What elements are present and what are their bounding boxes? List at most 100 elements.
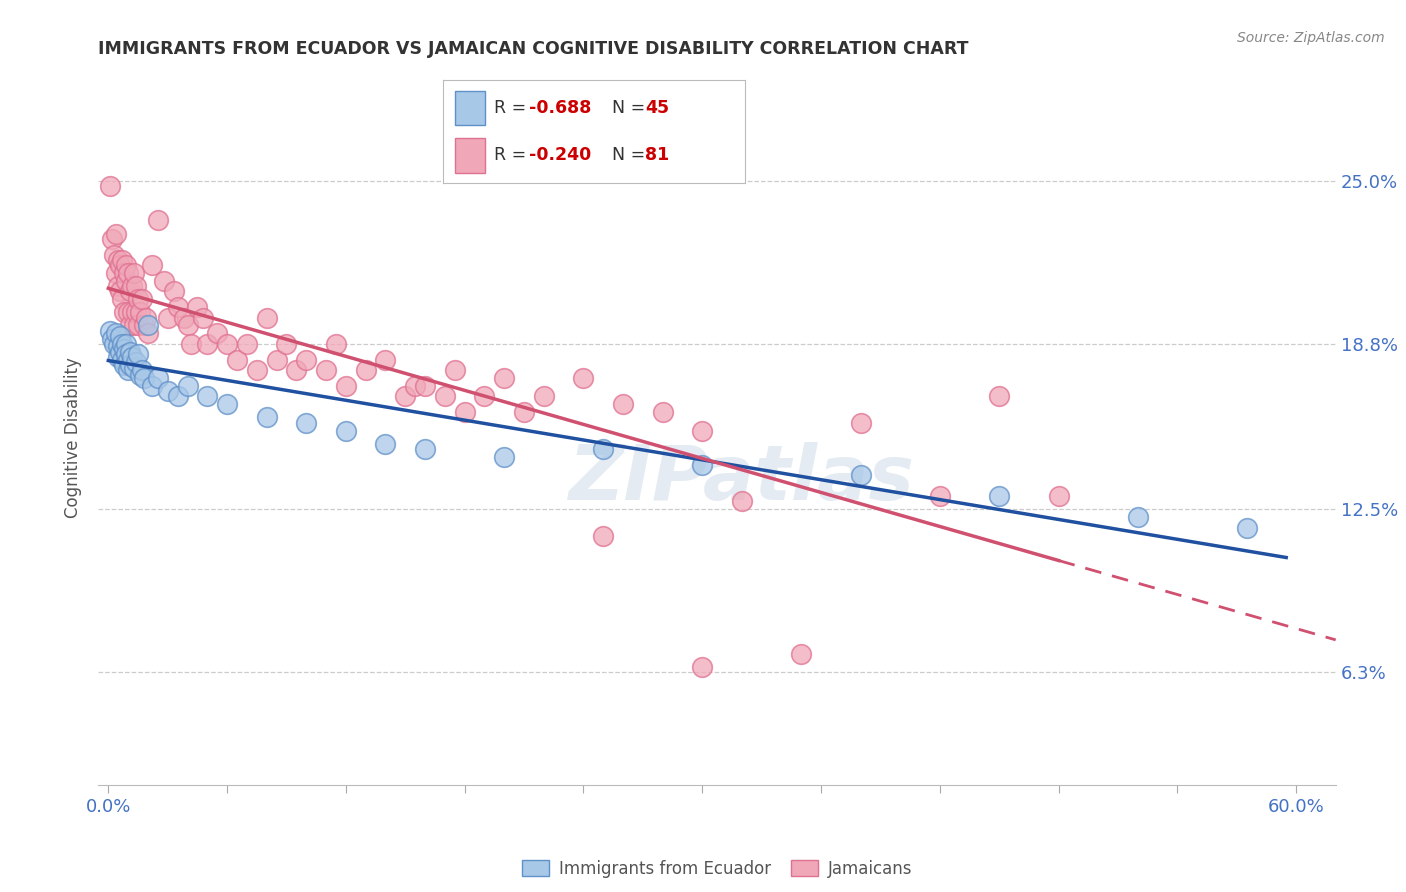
Point bbox=[325, 337, 347, 351]
Point bbox=[163, 285, 186, 299]
Point bbox=[117, 352, 139, 367]
Point bbox=[105, 326, 128, 341]
Point bbox=[166, 300, 188, 314]
Point bbox=[132, 371, 155, 385]
Point bbox=[115, 274, 138, 288]
Point bbox=[103, 337, 125, 351]
Point bbox=[121, 350, 143, 364]
Text: R =: R = bbox=[495, 99, 531, 117]
Point bbox=[108, 329, 131, 343]
Point bbox=[125, 355, 148, 369]
Point bbox=[195, 337, 218, 351]
Point bbox=[127, 347, 149, 361]
Point bbox=[156, 310, 179, 325]
Point bbox=[127, 318, 149, 333]
Point bbox=[186, 300, 208, 314]
Point bbox=[404, 379, 426, 393]
Point bbox=[108, 258, 131, 272]
Point bbox=[513, 405, 536, 419]
Point bbox=[295, 416, 318, 430]
Point bbox=[205, 326, 228, 341]
Point bbox=[690, 660, 713, 674]
Y-axis label: Cognitive Disability: Cognitive Disability bbox=[65, 357, 83, 517]
Point bbox=[494, 450, 516, 464]
Point bbox=[226, 352, 249, 367]
Text: N =: N = bbox=[612, 146, 651, 164]
Point bbox=[146, 371, 169, 385]
Point bbox=[98, 179, 121, 194]
Point bbox=[103, 247, 125, 261]
Point bbox=[105, 227, 128, 241]
Point bbox=[572, 371, 595, 385]
Point bbox=[453, 405, 475, 419]
Point bbox=[108, 344, 131, 359]
Text: 45: 45 bbox=[645, 99, 669, 117]
Point bbox=[988, 389, 1011, 403]
Point bbox=[285, 363, 308, 377]
Point bbox=[690, 458, 713, 472]
Text: R =: R = bbox=[495, 146, 531, 164]
Point bbox=[127, 292, 149, 306]
Point bbox=[354, 363, 377, 377]
Text: 81: 81 bbox=[645, 146, 669, 164]
Point bbox=[413, 379, 436, 393]
Point bbox=[108, 285, 131, 299]
Point bbox=[592, 442, 614, 456]
Point bbox=[132, 318, 155, 333]
Point bbox=[131, 292, 153, 306]
Point bbox=[136, 326, 159, 341]
Text: Source: ZipAtlas.com: Source: ZipAtlas.com bbox=[1237, 31, 1385, 45]
Point bbox=[651, 405, 673, 419]
Point bbox=[121, 305, 143, 319]
Point bbox=[176, 379, 198, 393]
Point bbox=[115, 347, 138, 361]
Point bbox=[217, 397, 239, 411]
Point bbox=[335, 424, 357, 438]
Point bbox=[433, 389, 456, 403]
Point bbox=[928, 489, 950, 503]
Point bbox=[107, 252, 129, 267]
Point bbox=[195, 389, 218, 403]
Point bbox=[112, 358, 135, 372]
Point bbox=[256, 410, 278, 425]
Point bbox=[121, 279, 143, 293]
Point bbox=[374, 352, 396, 367]
Point bbox=[115, 258, 138, 272]
Point bbox=[988, 489, 1011, 503]
Point bbox=[152, 274, 174, 288]
Point bbox=[129, 368, 152, 383]
Point bbox=[156, 384, 179, 398]
Text: IMMIGRANTS FROM ECUADOR VS JAMAICAN COGNITIVE DISABILITY CORRELATION CHART: IMMIGRANTS FROM ECUADOR VS JAMAICAN COGN… bbox=[98, 40, 969, 58]
Point bbox=[217, 337, 239, 351]
Point bbox=[315, 363, 337, 377]
Point bbox=[120, 318, 142, 333]
Point bbox=[129, 305, 152, 319]
Text: ZIPatlas: ZIPatlas bbox=[569, 442, 915, 516]
Text: -0.688: -0.688 bbox=[529, 99, 592, 117]
Point bbox=[236, 337, 259, 351]
Point bbox=[131, 363, 153, 377]
Point bbox=[107, 350, 129, 364]
Point bbox=[1126, 510, 1149, 524]
Text: -0.240: -0.240 bbox=[529, 146, 592, 164]
Point bbox=[98, 324, 121, 338]
Point bbox=[135, 310, 157, 325]
Point bbox=[849, 468, 872, 483]
Point bbox=[112, 305, 135, 319]
Point bbox=[1236, 521, 1258, 535]
Point bbox=[176, 318, 198, 333]
Point bbox=[107, 339, 129, 353]
Point bbox=[533, 389, 555, 403]
Point bbox=[494, 371, 516, 385]
Point bbox=[117, 363, 139, 377]
Point bbox=[166, 389, 188, 403]
Point bbox=[146, 213, 169, 227]
Point bbox=[117, 266, 139, 280]
Point bbox=[173, 310, 195, 325]
Legend: Immigrants from Ecuador, Jamaicans: Immigrants from Ecuador, Jamaicans bbox=[516, 853, 918, 885]
Point bbox=[246, 363, 269, 377]
Point bbox=[111, 252, 134, 267]
Point bbox=[111, 352, 134, 367]
Point bbox=[193, 310, 215, 325]
Point bbox=[111, 337, 134, 351]
